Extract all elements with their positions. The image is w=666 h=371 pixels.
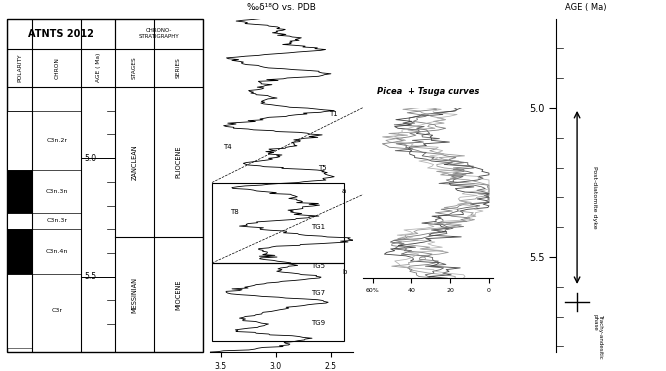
Text: ATNTS 2012: ATNTS 2012	[28, 29, 94, 39]
Text: 5.5: 5.5	[85, 272, 97, 281]
Text: STAGES: STAGES	[132, 56, 137, 79]
Text: ‰δ¹⁸O vs. PDB: ‰δ¹⁸O vs. PDB	[247, 3, 316, 12]
Text: T8: T8	[230, 209, 238, 215]
Text: C3n.3n: C3n.3n	[45, 189, 68, 194]
Text: PLIOCENE: PLIOCENE	[176, 146, 182, 178]
Text: CHRON: CHRON	[54, 57, 59, 79]
Text: ZANCLEAN: ZANCLEAN	[131, 144, 137, 180]
Text: Post-diatomite dyke: Post-diatomite dyke	[592, 166, 597, 229]
Bar	[7, 111, 32, 170]
Text: AGE ( Ma): AGE ( Ma)	[95, 53, 101, 82]
Text: TG9: TG9	[311, 320, 325, 326]
Bar	[212, 183, 344, 263]
Text: TG1: TG1	[311, 224, 325, 230]
Bar	[7, 170, 32, 213]
Text: MIOCENE: MIOCENE	[176, 279, 182, 310]
Bar	[7, 274, 32, 348]
Text: T4: T4	[223, 144, 232, 150]
Bar	[7, 229, 32, 274]
Text: C3n.3r: C3n.3r	[46, 219, 67, 223]
Text: POLARITY: POLARITY	[17, 53, 22, 82]
Text: CHRONO-
STRATIGRAPHY: CHRONO- STRATIGRAPHY	[139, 28, 179, 39]
Text: Picea  + Tsuga curves: Picea + Tsuga curves	[377, 87, 479, 96]
Text: a: a	[342, 188, 346, 194]
Text: TG5: TG5	[311, 263, 325, 269]
Text: Trachy-andesitic
phase: Trachy-andesitic phase	[592, 314, 603, 358]
Bar	[212, 263, 344, 341]
Text: T5: T5	[318, 165, 326, 171]
Bar	[7, 213, 32, 229]
Text: 5.0: 5.0	[85, 154, 97, 162]
Text: C3n.2r: C3n.2r	[46, 138, 67, 143]
Text: MESSINIAN: MESSINIAN	[131, 277, 137, 313]
Text: AGE ( Ma): AGE ( Ma)	[565, 3, 607, 12]
Text: TG7: TG7	[311, 290, 325, 296]
Text: C3n.4n: C3n.4n	[45, 249, 68, 254]
Text: SERIES: SERIES	[176, 58, 181, 78]
Text: b: b	[342, 269, 346, 275]
Text: C3r: C3r	[51, 308, 62, 313]
Text: T1: T1	[329, 111, 338, 117]
